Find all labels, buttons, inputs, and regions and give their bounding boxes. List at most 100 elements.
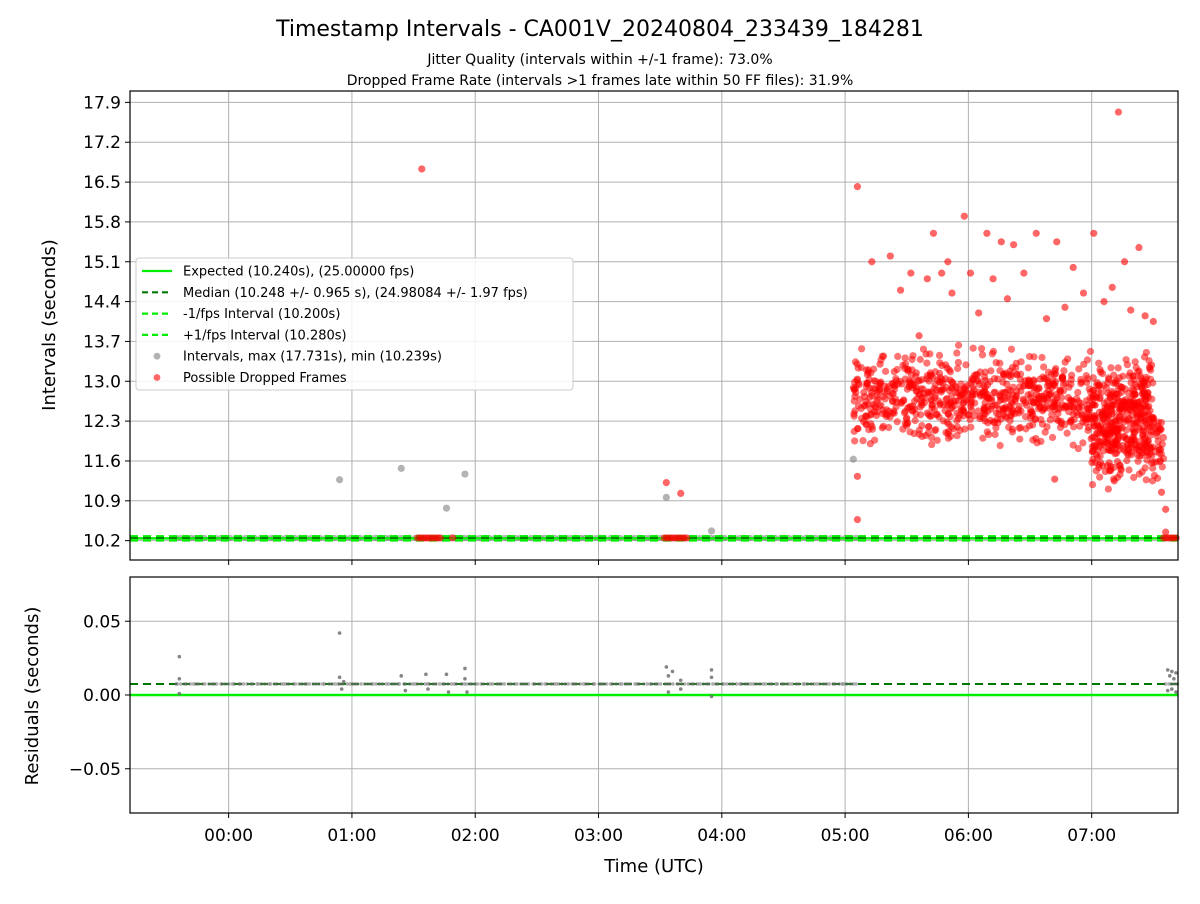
residual-baseline-point (563, 682, 567, 686)
dropped-frame-point (923, 359, 931, 367)
residual-baseline-point (655, 682, 660, 686)
residual-baseline-point (663, 682, 667, 686)
dropped-frame-point (986, 416, 995, 424)
residual-baseline-point (380, 682, 385, 686)
residual-baseline-point (812, 682, 816, 686)
dropped-frame-point (996, 359, 1004, 367)
residual-point (341, 679, 346, 684)
residual-baseline-point (645, 682, 649, 686)
dropped-frame-point (1118, 441, 1127, 450)
dropped-frame-point (1073, 395, 1081, 403)
dropped-frame-point (1083, 375, 1092, 383)
dropped-frame-point (954, 414, 963, 423)
dropped-frame-point (881, 367, 890, 375)
legend-key-5 (153, 374, 161, 381)
dropped-frame-point (1021, 413, 1030, 421)
dropped-frame-point (1146, 407, 1154, 415)
dropped-frame-point (1133, 444, 1141, 453)
dropped-frame-point (1048, 433, 1057, 442)
dropped-frame-point (1000, 372, 1008, 380)
dropped-frame-point (1139, 444, 1147, 452)
dropped-frame-point (985, 430, 993, 439)
dropped-frame-point (1066, 418, 1074, 426)
dropped-frame-point (989, 275, 997, 283)
residuals-x-tick-label: 01:00 (327, 826, 376, 846)
dropped-frame-point (1015, 402, 1023, 410)
residual-baseline-point (854, 682, 858, 686)
dropped-frame-point (1053, 238, 1061, 246)
residuals-y-tick-label: 0.05 (83, 612, 121, 632)
dropped-frame-point (1130, 390, 1139, 398)
residual-baseline-point (371, 682, 375, 686)
residual-baseline-point (431, 682, 436, 686)
dropped-frame-point (919, 385, 927, 393)
dropped-frame-point (1118, 383, 1126, 392)
residual-baseline-point (437, 682, 442, 686)
dropped-frame-point (890, 407, 898, 415)
residual-baseline-point (649, 682, 654, 686)
legend: Expected (10.240s), (25.00000 fps) Median… (135, 257, 574, 391)
dropped-frame-point (923, 372, 931, 380)
residual-baseline-point (782, 682, 786, 686)
residual-baseline-point (434, 682, 438, 686)
residual-baseline-point (592, 682, 597, 686)
residual-baseline-point (464, 682, 469, 686)
residual-baseline-point (491, 682, 495, 686)
residual-baseline-point (481, 682, 486, 686)
dropped-frame-point (1069, 263, 1077, 272)
dropped-frame-point (1112, 413, 1120, 421)
residual-point (709, 675, 714, 680)
dropped-frame-point (1016, 423, 1025, 432)
residual-baseline-point (475, 682, 480, 686)
chart-title: Timestamp Intervals - CA001V_20240804_23… (275, 17, 924, 42)
dropped-frame-point (879, 422, 887, 430)
residual-baseline-point (241, 682, 246, 686)
dropped-frame-point (978, 345, 986, 353)
residual-baseline-point (245, 682, 249, 686)
legend-label-0: Expected (10.240s), (25.00000 fps) (183, 265, 414, 280)
dropped-frame-point (896, 286, 905, 294)
residual-baseline-point (427, 682, 432, 686)
dropped-frame-point (980, 392, 988, 400)
residual-baseline-point (184, 682, 189, 686)
dropped-frame-point (1130, 376, 1138, 384)
dropped-frame-point (1162, 505, 1170, 513)
residual-baseline-point (297, 682, 301, 686)
dropped-frame-point (860, 402, 868, 410)
residual-baseline-point (691, 682, 696, 686)
residual-baseline-point (721, 682, 726, 686)
dropped-frame-point (866, 405, 874, 413)
dropped-frame-point (918, 399, 926, 407)
dropped-frame-point (858, 345, 866, 353)
dropped-frame-point (990, 375, 999, 383)
residual-point (1165, 668, 1170, 672)
residual-baseline-point (275, 682, 279, 686)
residual-baseline-point (250, 682, 255, 686)
residual-baseline-point (1167, 682, 1171, 686)
residual-baseline-point (851, 682, 856, 686)
residual-baseline-point (307, 682, 312, 686)
dropped-frame-point (948, 289, 956, 297)
dropped-frame-point (1088, 481, 1097, 489)
legend-label-3: +1/fps Interval (10.280s) (183, 328, 347, 343)
dropped-frame-point (1122, 356, 1130, 364)
residual-baseline-point (841, 682, 846, 686)
dropped-frame-point (1008, 363, 1017, 372)
dropped-frame-point (928, 404, 936, 412)
dropped-frame-point (1027, 390, 1035, 398)
dropped-frame-point (1113, 440, 1121, 448)
dropped-frame-point (1110, 477, 1118, 485)
residual-baseline-point (787, 682, 792, 686)
chart-subtitle-jitter: Jitter Quality (intervals within +/-1 fr… (426, 52, 772, 68)
residual-point (1165, 688, 1170, 693)
dropped-frame-point (1157, 488, 1166, 496)
residual-baseline-point (469, 682, 474, 686)
dropped-frame-point (924, 389, 932, 397)
dropped-frame-point (1078, 411, 1086, 419)
dropped-frame-point (930, 394, 939, 402)
dropped-frame-point (1135, 470, 1143, 478)
dropped-frame-point (1084, 426, 1092, 434)
dropped-frame-point (1135, 243, 1143, 252)
residuals-x-tick-label: 05:00 (821, 826, 870, 846)
